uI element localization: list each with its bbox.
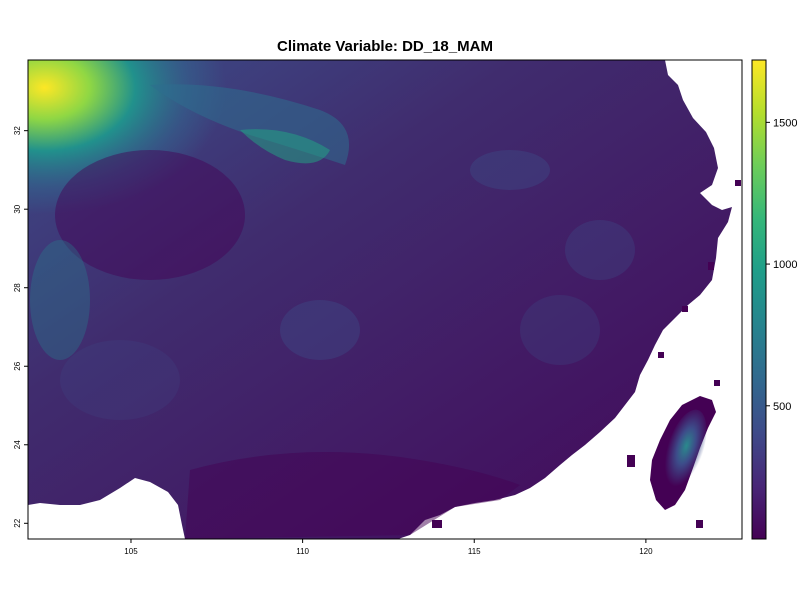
y-tick-label: 32: [13, 126, 22, 135]
raster-layer: [28, 60, 741, 539]
x-tick-label: 110: [296, 547, 309, 556]
highland-patch: [565, 220, 635, 280]
y-tick-label: 30: [13, 204, 22, 213]
plot-frame: [27, 59, 743, 540]
highland-patch: [60, 340, 180, 420]
highland-patch: [280, 300, 360, 360]
x-tick-label: 105: [124, 547, 138, 556]
island: [658, 352, 664, 358]
legend-tick-label: 1500: [773, 117, 797, 129]
highland-patch: [470, 150, 550, 190]
y-tick-label: 24: [13, 440, 22, 449]
legend-tick-label: 1000: [773, 259, 797, 271]
y-tick-label: 26: [13, 361, 22, 370]
island: [714, 380, 720, 386]
island: [735, 180, 741, 186]
highland-patch: [30, 240, 90, 360]
map-title: Climate Variable: DD_18_MAM: [277, 38, 493, 55]
southern-lowland: [185, 452, 520, 539]
sichuan-basin: [55, 150, 245, 280]
x-tick-label: 115: [468, 547, 481, 556]
legend-axis: 500 1000 1500: [766, 117, 797, 413]
highland-patch: [520, 295, 600, 365]
legend-tick-label: 500: [773, 401, 791, 413]
y-axis: 22 24 26 28 30 32: [13, 126, 28, 528]
taiwan-mountains: [663, 409, 707, 491]
island: [708, 262, 714, 270]
island: [696, 520, 703, 528]
x-axis: 105 110 115 120: [124, 539, 653, 556]
island: [432, 520, 442, 528]
island: [682, 306, 688, 312]
qinling-peaks: [240, 129, 330, 164]
y-tick-label: 22: [13, 518, 22, 527]
legend-colorbar: [751, 59, 767, 540]
island: [627, 455, 635, 467]
y-tick-label: 28: [13, 283, 22, 292]
x-tick-label: 120: [639, 547, 653, 556]
